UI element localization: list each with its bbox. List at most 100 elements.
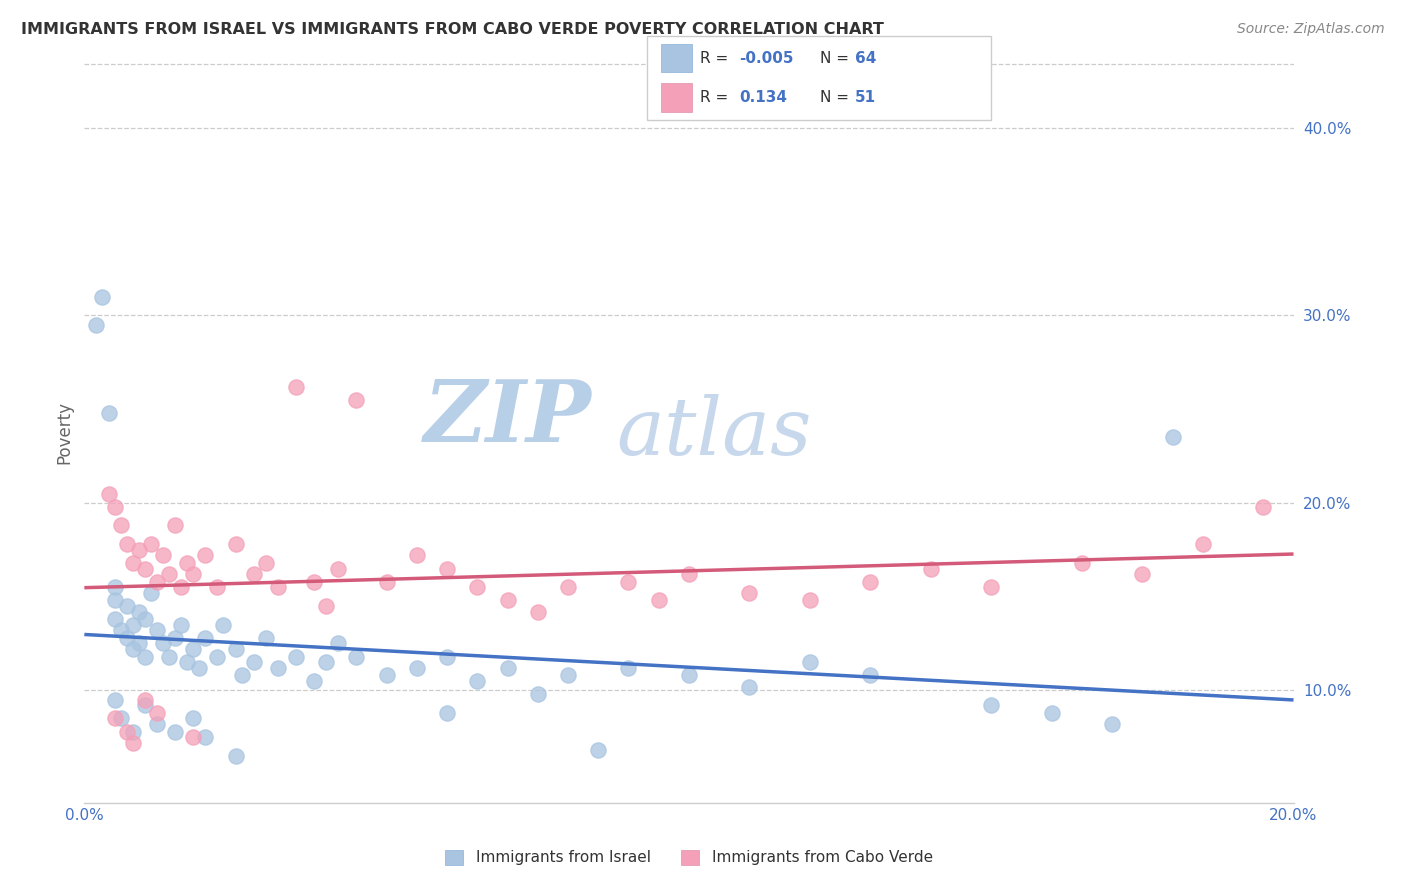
Text: 51: 51 [855, 90, 876, 105]
Point [207, 580, 229, 594]
Point [157, 649, 180, 664]
Point [242, 567, 264, 582]
Point [121, 736, 143, 750]
Point [207, 649, 229, 664]
Point [104, 593, 127, 607]
Legend: Immigrants from Israel, Immigrants from Cabo Verde: Immigrants from Israel, Immigrants from … [446, 849, 932, 865]
Point [110, 711, 132, 725]
Point [128, 605, 150, 619]
Point [467, 673, 489, 688]
Point [146, 717, 169, 731]
Point [181, 711, 204, 725]
Point [315, 599, 337, 613]
Point [436, 561, 458, 575]
Point [157, 567, 180, 582]
Point [1192, 537, 1215, 551]
Point [115, 724, 138, 739]
Point [104, 500, 127, 514]
Point [285, 380, 308, 394]
Point [170, 580, 193, 594]
Point [920, 561, 942, 575]
Point [588, 743, 610, 757]
Point [527, 687, 550, 701]
Point [648, 593, 671, 607]
Text: R =: R = [700, 51, 734, 66]
Point [1071, 556, 1094, 570]
Point [104, 580, 127, 594]
Point [139, 537, 162, 551]
Point [496, 593, 519, 607]
Point [194, 730, 217, 744]
Point [980, 698, 1002, 713]
Point [242, 655, 264, 669]
Point [86, 318, 108, 332]
Point [115, 537, 138, 551]
Point [134, 561, 156, 575]
Point [375, 574, 398, 589]
Point [165, 631, 187, 645]
Point [617, 661, 640, 675]
Text: 64: 64 [855, 51, 876, 66]
Point [799, 593, 821, 607]
Point [267, 580, 290, 594]
Point [225, 642, 247, 657]
Y-axis label: Poverty: Poverty [55, 401, 73, 464]
Point [134, 649, 156, 664]
Point [134, 612, 156, 626]
Point [557, 668, 579, 682]
Point [617, 574, 640, 589]
Point [134, 698, 156, 713]
Point [406, 549, 429, 563]
Point [121, 642, 143, 657]
Point [104, 711, 127, 725]
Point [181, 730, 204, 744]
Point [285, 649, 308, 664]
Point [181, 642, 204, 657]
Point [97, 406, 120, 420]
Point [346, 392, 368, 407]
Point [134, 692, 156, 706]
Point [557, 580, 579, 594]
Point [152, 636, 174, 650]
Point [738, 586, 761, 600]
Point [212, 617, 235, 632]
Point [436, 649, 458, 664]
Point [678, 567, 700, 582]
Point [225, 537, 247, 551]
Point [467, 580, 489, 594]
Text: R =: R = [700, 90, 734, 105]
Point [231, 668, 253, 682]
Point [97, 486, 120, 500]
Point [146, 574, 169, 589]
Point [121, 724, 143, 739]
Point [859, 574, 882, 589]
Point [170, 617, 193, 632]
Point [302, 673, 325, 688]
Point [115, 599, 138, 613]
Point [1161, 430, 1184, 444]
Text: IMMIGRANTS FROM ISRAEL VS IMMIGRANTS FROM CABO VERDE POVERTY CORRELATION CHART: IMMIGRANTS FROM ISRAEL VS IMMIGRANTS FRO… [21, 22, 884, 37]
Point [165, 518, 187, 533]
Point [980, 580, 1002, 594]
Text: N =: N = [820, 90, 853, 105]
Point [188, 661, 211, 675]
Point [738, 680, 761, 694]
Point [128, 542, 150, 557]
Point [121, 617, 143, 632]
Point [302, 574, 325, 589]
Text: Source: ZipAtlas.com: Source: ZipAtlas.com [1237, 22, 1385, 37]
Point [110, 518, 132, 533]
Point [225, 748, 247, 763]
Point [176, 655, 198, 669]
Text: N =: N = [820, 51, 853, 66]
Text: -0.005: -0.005 [740, 51, 794, 66]
Point [110, 624, 132, 638]
Point [146, 624, 169, 638]
Text: ZIP: ZIP [425, 376, 592, 459]
Point [104, 692, 127, 706]
Point [104, 612, 127, 626]
Point [406, 661, 429, 675]
Point [176, 556, 198, 570]
Point [346, 649, 368, 664]
Point [254, 556, 277, 570]
